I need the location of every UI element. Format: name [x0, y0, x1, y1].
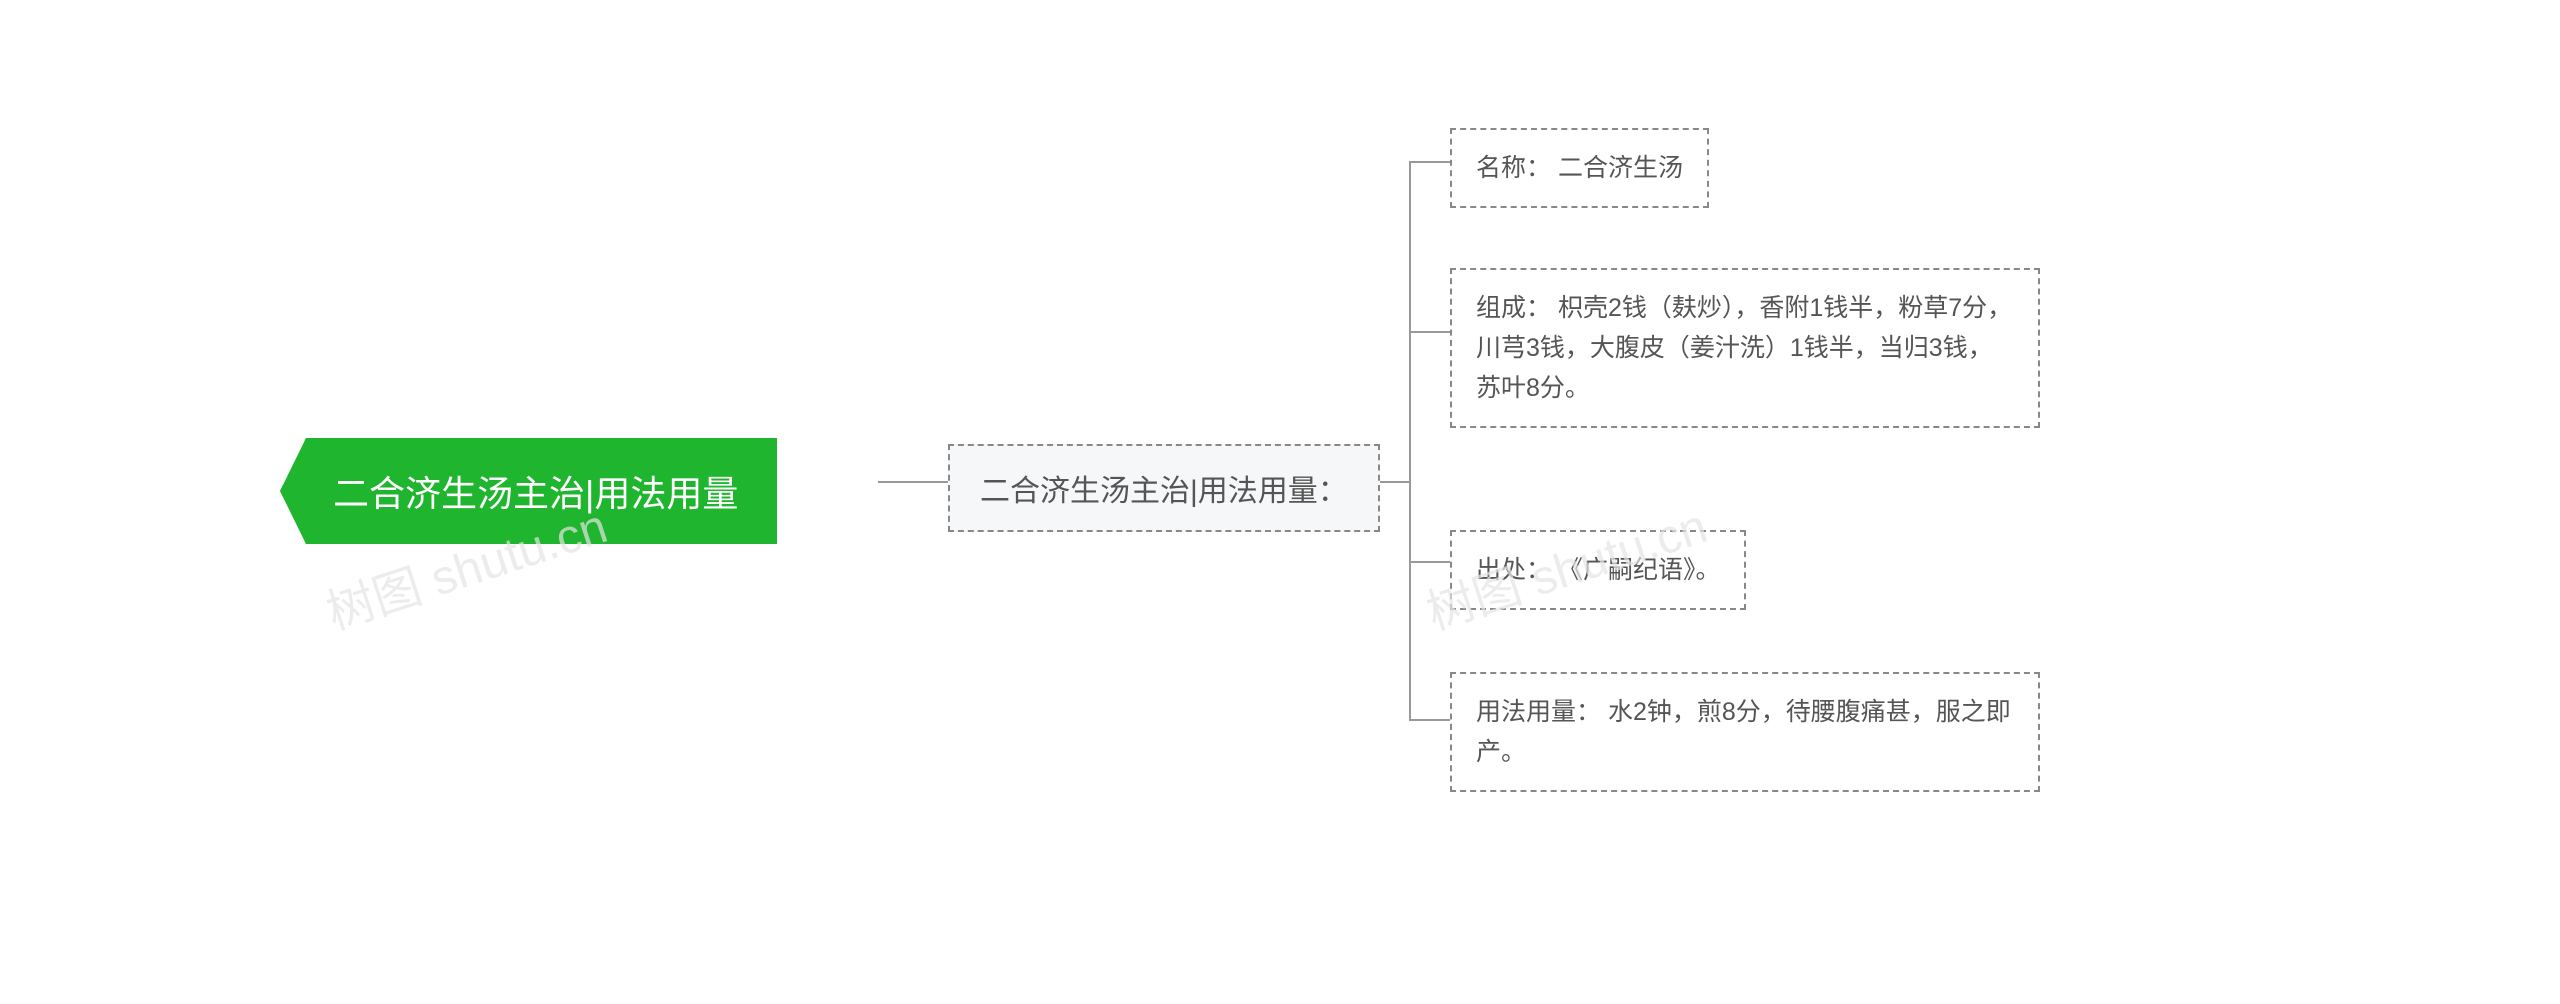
level1-label: 二合济生汤主治|用法用量：	[980, 475, 1348, 508]
leaf-node-usage: 用法用量： 水2钟，煎8分，待腰腹痛甚，服之即产。	[1450, 672, 2040, 792]
leaf-label: 出处： 《广嗣纪语》。	[1476, 556, 1720, 584]
leaf-label: 组成： 枳壳2钱（麸炒），香附1钱半，粉草7分，川芎3钱，大腹皮（姜汁洗）1钱半…	[1476, 294, 2012, 402]
leaf-node-composition: 组成： 枳壳2钱（麸炒），香附1钱半，粉草7分，川芎3钱，大腹皮（姜汁洗）1钱半…	[1450, 268, 2040, 428]
root-label: 二合济生汤主治|用法用量	[333, 473, 738, 514]
level1-node: 二合济生汤主治|用法用量：	[948, 444, 1380, 532]
leaf-node-name: 名称： 二合济生汤	[1450, 128, 1709, 208]
mindmap-container: 二合济生汤主治|用法用量 二合济生汤主治|用法用量： 名称： 二合济生汤 组成：…	[280, 0, 2280, 1004]
root-node: 二合济生汤主治|用法用量	[280, 438, 777, 544]
leaf-node-source: 出处： 《广嗣纪语》。	[1450, 530, 1746, 610]
leaf-label: 用法用量： 水2钟，煎8分，待腰腹痛甚，服之即产。	[1476, 698, 2011, 766]
leaf-label: 名称： 二合济生汤	[1476, 154, 1683, 182]
